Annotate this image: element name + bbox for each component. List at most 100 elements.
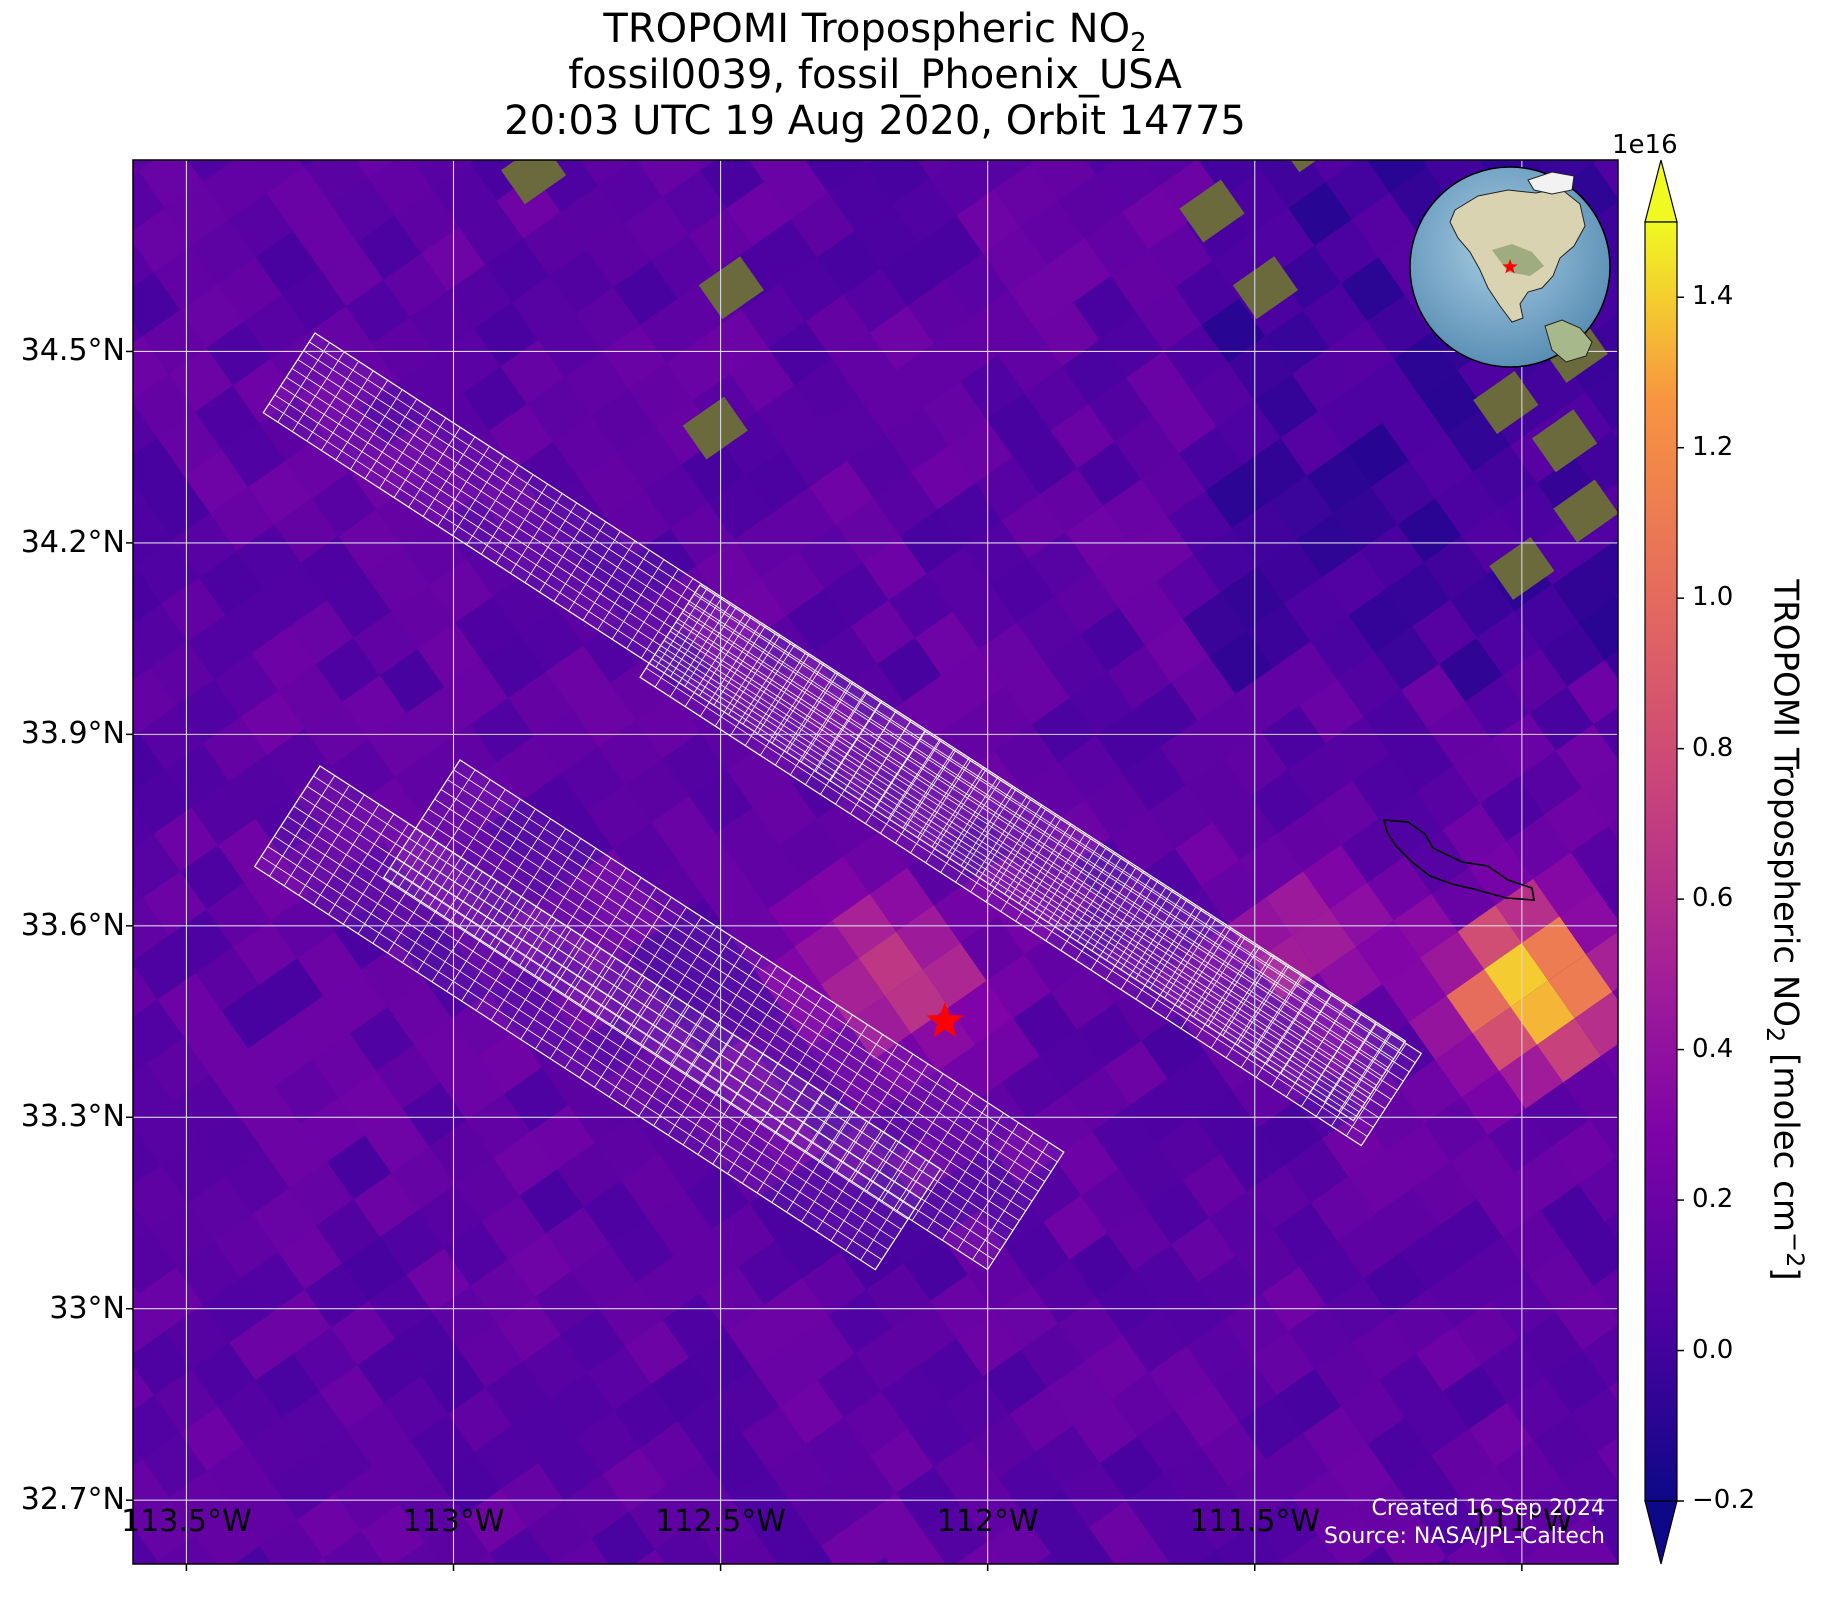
footprint-gridline — [268, 403, 1360, 1113]
no2-pixel — [866, 160, 930, 205]
no2-pixel — [444, 660, 509, 725]
footprint-gridline — [1106, 880, 1159, 961]
no2-pixel — [756, 385, 821, 450]
no2-pixel — [474, 1553, 497, 1564]
no2-pixel — [798, 524, 863, 589]
no2-pixel — [1574, 991, 1618, 1056]
no2-pixel — [1107, 645, 1172, 710]
no2-pixel — [455, 1157, 520, 1222]
no2-pixel — [666, 1459, 731, 1524]
no2-pixel — [715, 1561, 722, 1564]
no2-pixel — [1299, 1240, 1364, 1305]
no2-pixel — [907, 841, 972, 906]
no2-pixel — [1325, 1278, 1390, 1343]
no2-pixel — [795, 1546, 834, 1564]
no2-pixel — [1261, 1267, 1326, 1332]
no2-pixel — [1039, 468, 1104, 533]
no2-pixel — [937, 1044, 1002, 1109]
no2-pixel — [67, 363, 131, 427]
no2-pixel — [1469, 1402, 1534, 1467]
no2-pixel — [346, 1402, 411, 1467]
no2-pixel — [1472, 1007, 1537, 1072]
footprint-gridline — [321, 370, 374, 451]
no2-pixel — [760, 551, 825, 616]
no2-pixel — [282, 1391, 347, 1456]
no2-pixel — [466, 532, 531, 597]
no2-pixel — [455, 596, 520, 661]
no2-pixel — [1318, 1508, 1383, 1564]
no2-pixel — [602, 1448, 667, 1513]
no2-pixel — [1288, 1304, 1353, 1369]
no2-pixel — [1465, 675, 1530, 740]
no2-pixel — [168, 347, 233, 412]
no2-pixel — [1175, 822, 1240, 887]
no2-pixel — [873, 472, 938, 536]
no2-pixel — [391, 1146, 456, 1211]
no2-pixel — [651, 1357, 716, 1422]
no2-pixel — [436, 890, 501, 955]
footprint-gridline — [713, 625, 766, 706]
no2-pixel — [1201, 298, 1266, 363]
footprint-gridline — [663, 640, 1386, 1110]
no2-pixel — [877, 637, 942, 702]
no2-pixel — [184, 1572, 248, 1613]
no2-pixel — [1348, 1150, 1413, 1215]
no2-pixel — [133, 1205, 151, 1242]
no2-pixel — [779, 1380, 844, 1445]
footprint-gridline — [408, 427, 461, 508]
footprint-gridline — [1309, 1012, 1362, 1093]
footprint-gridline — [728, 634, 781, 715]
footprint-gridline — [553, 521, 607, 602]
no2-pixel — [1178, 988, 1243, 1053]
no2-pixel — [1001, 1056, 1066, 1121]
no2-pixel — [1095, 709, 1160, 774]
no2-pixel — [300, 536, 365, 601]
no2-pixel — [787, 1150, 852, 1215]
no2-pixel — [945, 253, 1010, 318]
no2-pixel — [922, 1504, 987, 1564]
no2-pixel — [462, 366, 527, 431]
no2-pixel — [206, 882, 271, 947]
no2-pixel — [1145, 1180, 1210, 1245]
no2-pixel — [221, 423, 286, 488]
no2-pixel — [1254, 1496, 1319, 1561]
no2-pixel — [624, 196, 689, 261]
footprint-gridline — [303, 350, 1394, 1060]
no2-pixel — [285, 434, 350, 499]
no2-pixel — [133, 272, 181, 337]
no2-pixel — [884, 407, 949, 472]
no2-pixel — [1220, 1127, 1285, 1192]
no2-pixel — [534, 1270, 599, 1335]
no2-pixel — [133, 1044, 147, 1074]
no2-pixel — [575, 848, 640, 913]
no2-pixel — [775, 1214, 840, 1279]
no2-pixel — [52, 823, 116, 887]
no2-pixel — [485, 238, 550, 303]
no2-pixel — [817, 1353, 882, 1418]
no2-pixel — [444, 1221, 509, 1286]
latitude-tick-label: 33°N — [49, 1290, 125, 1326]
no2-pixel — [836, 1059, 900, 1124]
no2-pixel — [1423, 535, 1488, 600]
no2-pixel — [1340, 257, 1405, 322]
no2-pixel — [1080, 1169, 1145, 1234]
colorbar-tick-label: 0.4 — [1692, 1033, 1734, 1064]
footprint-gridline — [495, 483, 548, 564]
no2-pixel — [417, 622, 482, 687]
no2-pixel — [794, 358, 859, 423]
longitude-tick-label: 113°W — [402, 1504, 505, 1539]
no2-pixel — [133, 668, 177, 733]
no2-pixel — [1069, 1233, 1134, 1298]
footprint-gridline — [669, 597, 723, 678]
no2-pixel — [56, 988, 120, 1052]
no2-pixel — [1355, 358, 1420, 423]
no2-pixel — [1114, 415, 1179, 480]
no2-pixel — [1190, 1485, 1255, 1550]
no2-pixel — [267, 1289, 331, 1354]
no2-pixel — [1491, 1274, 1556, 1339]
no2-pixel — [1291, 347, 1356, 412]
no2-pixel — [560, 185, 625, 250]
no2-pixel — [1069, 671, 1134, 736]
no2-pixel — [500, 1463, 565, 1528]
no2-pixel — [1503, 1210, 1568, 1275]
